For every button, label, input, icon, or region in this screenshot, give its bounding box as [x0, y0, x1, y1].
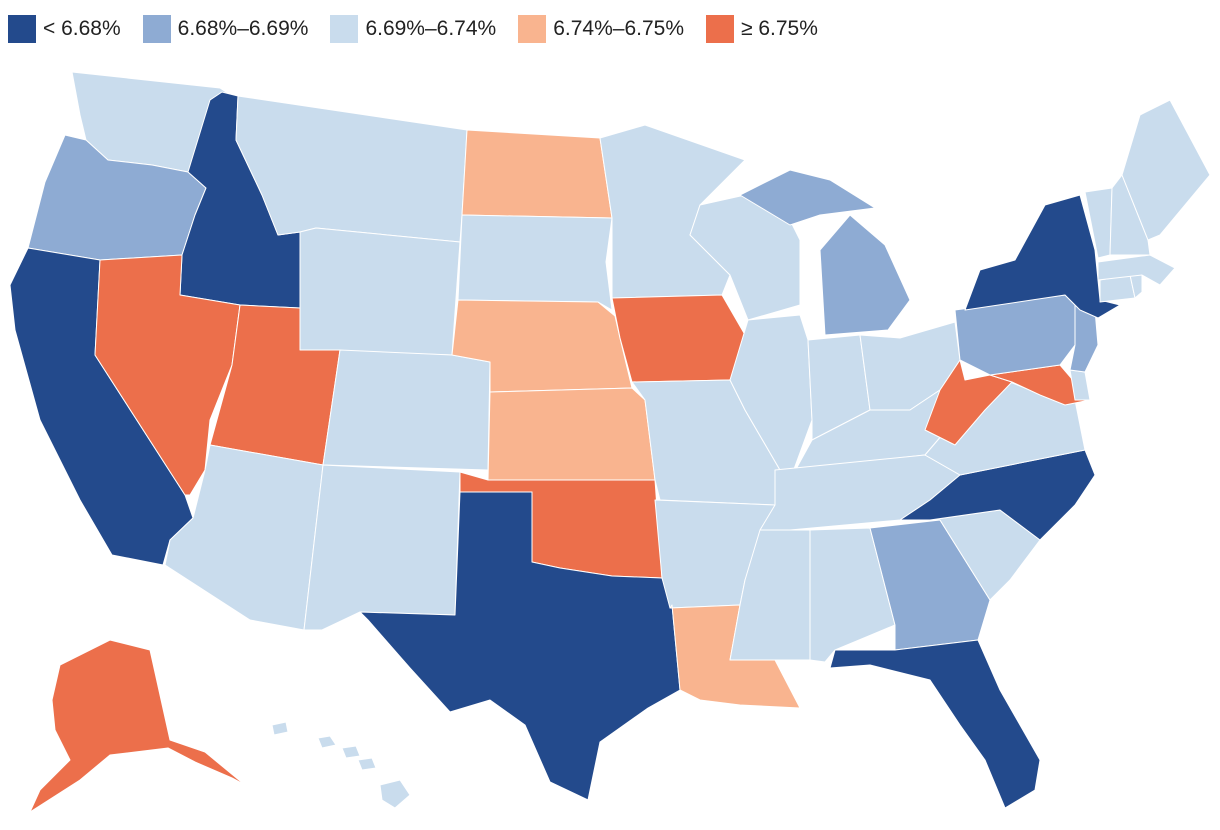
- legend-swatch: [706, 15, 734, 43]
- state-nm[interactable]: [303, 464, 461, 631]
- state-ks[interactable]: [487, 387, 656, 481]
- state-nh[interactable]: [1109, 174, 1151, 256]
- state-hi[interactable]: [271, 721, 411, 809]
- state-mi[interactable]: [739, 169, 911, 336]
- legend-label: < 6.68%: [43, 17, 121, 40]
- legend-item-bin-1: < 6.68%: [8, 15, 121, 43]
- state-co[interactable]: [322, 349, 491, 471]
- state-tx[interactable]: [359, 491, 681, 801]
- legend-label: 6.74%–6.75%: [553, 17, 684, 40]
- legend-item-bin-3: 6.69%–6.74%: [330, 15, 496, 43]
- legend-swatch: [330, 15, 359, 43]
- legend-label: 6.69%–6.74%: [365, 17, 497, 40]
- state-nv[interactable]: [94, 254, 241, 496]
- legend-swatch: [518, 15, 547, 43]
- map-legend: < 6.68% 6.68%–6.69% 6.69%–6.74% 6.74%–6.…: [8, 12, 840, 46]
- legend-label: 6.68%–6.69%: [177, 17, 309, 40]
- legend-item-bin-4: 6.74%–6.75%: [518, 15, 684, 43]
- state-nc[interactable]: [899, 449, 1096, 541]
- legend-label: ≥ 6.75%: [741, 17, 818, 40]
- legend-swatch: [142, 15, 171, 43]
- state-sd[interactable]: [457, 214, 613, 311]
- legend-item-bin-5: ≥ 6.75%: [706, 15, 818, 43]
- state-ia[interactable]: [611, 294, 749, 383]
- legend-swatch: [8, 15, 36, 43]
- state-wy[interactable]: [299, 227, 461, 356]
- legend-item-bin-2: 6.68%–6.69%: [142, 15, 309, 43]
- state-ak[interactable]: [29, 639, 246, 813]
- state-fl[interactable]: [829, 639, 1041, 809]
- state-nd[interactable]: [461, 129, 613, 219]
- state-me[interactable]: [1121, 99, 1211, 241]
